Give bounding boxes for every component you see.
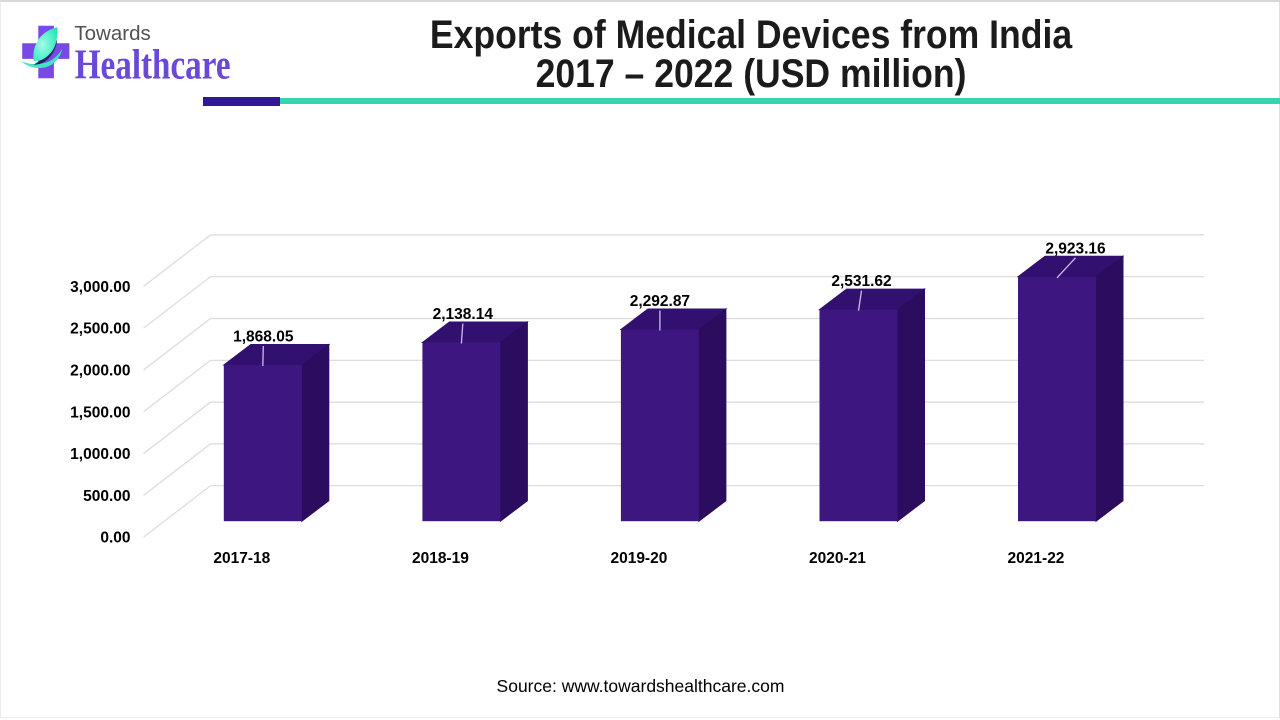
svg-text:2018-19: 2018-19 bbox=[412, 550, 469, 567]
svg-text:2020-21: 2020-21 bbox=[809, 550, 866, 567]
svg-text:2,500.00: 2,500.00 bbox=[70, 321, 130, 338]
svg-text:0.00: 0.00 bbox=[100, 530, 130, 547]
svg-text:1,868.05: 1,868.05 bbox=[233, 329, 294, 346]
svg-text:2019-20: 2019-20 bbox=[610, 550, 667, 567]
svg-text:Towards: Towards bbox=[74, 22, 150, 45]
svg-text:1,000.00: 1,000.00 bbox=[70, 446, 130, 463]
svg-text:2017-18: 2017-18 bbox=[213, 550, 270, 567]
svg-text:1,500.00: 1,500.00 bbox=[70, 404, 130, 421]
svg-text:500.00: 500.00 bbox=[83, 488, 130, 505]
svg-text:Healthcare: Healthcare bbox=[75, 42, 231, 89]
svg-text:2,000.00: 2,000.00 bbox=[70, 363, 130, 380]
svg-text:2,531.62: 2,531.62 bbox=[831, 273, 891, 290]
svg-text:3,000.00: 3,000.00 bbox=[70, 279, 130, 296]
svg-text:2,292.87: 2,292.87 bbox=[630, 293, 690, 310]
svg-text:Source: www.towardshealthcare.: Source: www.towardshealthcare.com bbox=[497, 676, 785, 696]
svg-text:2,138.14: 2,138.14 bbox=[433, 306, 494, 323]
svg-text:2021-22: 2021-22 bbox=[1008, 550, 1065, 567]
svg-text:2,923.16: 2,923.16 bbox=[1045, 240, 1106, 257]
